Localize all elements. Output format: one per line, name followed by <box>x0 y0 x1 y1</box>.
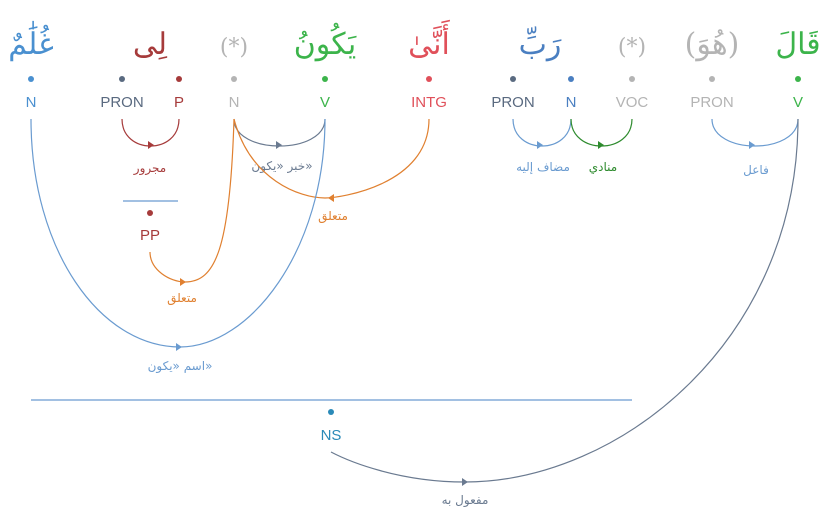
pos-voc: VOC <box>616 94 649 111</box>
arrow-genitive-prep <box>148 141 154 149</box>
arc-subject <box>711 118 799 147</box>
node-ns: NS <box>321 427 342 444</box>
pos-pron3: PRON <box>100 94 143 111</box>
rel-object: مفعول به <box>442 493 489 508</box>
arrow-attached-1 <box>328 194 334 202</box>
dot-pron1 <box>709 76 715 82</box>
dot-ns <box>328 409 334 415</box>
arrow-vocative <box>598 141 604 149</box>
arrow-subject <box>749 141 755 149</box>
word-li: لِى <box>133 27 167 62</box>
arc-kana-subject <box>30 118 326 348</box>
arc-genitive <box>512 118 572 147</box>
word-rabbi: رَبِّ <box>519 26 562 62</box>
dot-p <box>176 76 182 82</box>
arc-object <box>330 118 799 483</box>
rel-subject: فاعل <box>743 163 769 177</box>
word-huwa: (هُوَ) <box>685 27 740 62</box>
node-pp: PP <box>140 227 160 244</box>
pos-n1: N <box>566 94 577 111</box>
rel-attached-1: متعلق <box>318 209 348 224</box>
word-anna: أَنَّىٰ <box>408 19 450 62</box>
arrow-attached-2 <box>180 278 186 286</box>
word-n-hidden: (*) <box>220 35 248 60</box>
word-ghulam: غُلَٰمٌ <box>8 20 54 62</box>
dot-pron3 <box>119 76 125 82</box>
arc-attached-1 <box>233 118 430 199</box>
dot-v1 <box>795 76 801 82</box>
dot-n3 <box>28 76 34 82</box>
pos-v2: V <box>320 94 330 111</box>
dot-voc <box>629 76 635 82</box>
dot-n1 <box>568 76 574 82</box>
pos-intg: INTG <box>411 94 447 111</box>
arc-predicate <box>233 118 326 147</box>
dot-n2 <box>231 76 237 82</box>
arc-attached-2 <box>149 118 235 283</box>
pos-pron1: PRON <box>690 94 733 111</box>
rel-kana-subject: اسم «يكون» <box>148 359 213 374</box>
arrow-kana-subject <box>176 343 182 351</box>
arrow-predicate <box>276 141 282 149</box>
rel-predicate: خبر «يكون» <box>251 159 312 174</box>
dot-intg <box>426 76 432 82</box>
arc-genitive-prep <box>121 118 180 147</box>
arrow-object <box>462 478 468 486</box>
word-yakunu: يَكُونُ <box>294 22 357 62</box>
arrow-genitive <box>537 141 543 149</box>
word-voc-hidden: (*) <box>618 35 646 60</box>
rel-attached-2: متعلق <box>167 291 197 306</box>
pos-v1: V <box>793 94 803 111</box>
rel-vocative: منادي <box>589 160 617 174</box>
arc-vocative <box>570 118 633 147</box>
pos-p: P <box>174 94 184 111</box>
word-qala: قَالَ <box>775 27 820 62</box>
dot-pp <box>147 210 153 216</box>
dot-pron2 <box>510 76 516 82</box>
rel-genitive-prep: مجرور <box>133 161 166 176</box>
rel-genitive: مضاف إليه <box>516 160 570 174</box>
pos-n2: N <box>229 94 240 111</box>
pos-n3: N <box>26 94 37 111</box>
dot-v2 <box>322 76 328 82</box>
pos-pron2: PRON <box>491 94 534 111</box>
